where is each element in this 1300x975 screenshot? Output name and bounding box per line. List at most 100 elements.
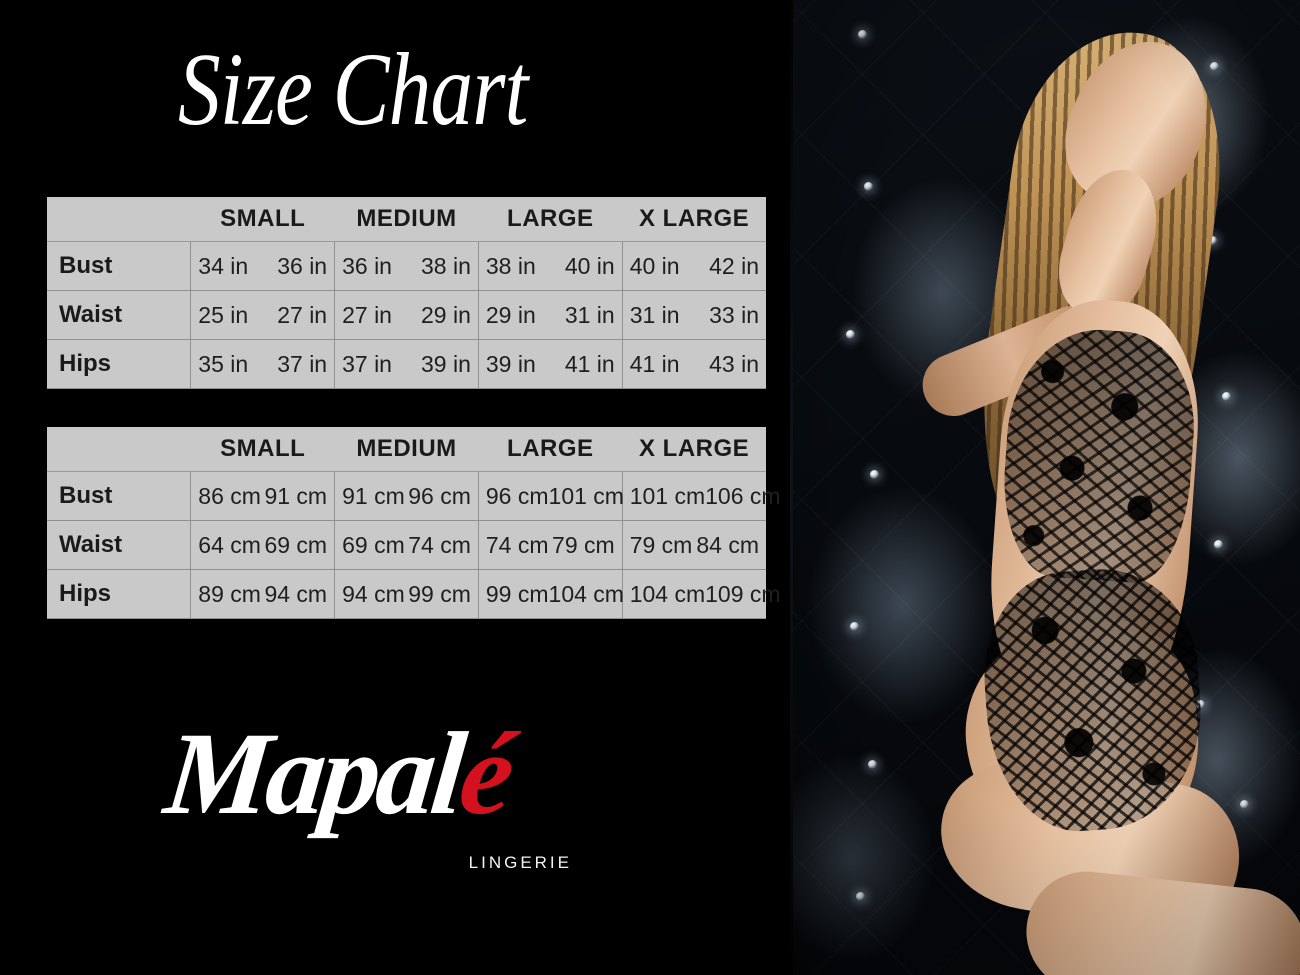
brand-tagline: LINGERIE: [468, 853, 572, 872]
value-max: 40 in: [564, 252, 615, 279]
info-panel: Size Chart SMALL MEDIUM LARGE X LARGE Bu…: [47, 32, 781, 872]
table-header-row: SMALL MEDIUM LARGE X LARGE: [47, 427, 766, 472]
cell-bust-small: 34 in 36 in: [190, 241, 336, 291]
cell-hips-small: 89 cm 94 cm: [190, 569, 336, 619]
value-max: 104 cm: [548, 580, 624, 607]
value-max: 69 cm: [264, 531, 328, 558]
value-max: 33 in: [709, 301, 759, 328]
column-header-medium: MEDIUM: [334, 427, 479, 472]
cell-bust-xlarge: 40 in 42 in: [621, 241, 766, 291]
value-min: 31 in: [629, 301, 680, 328]
value-min: 64 cm: [198, 531, 261, 558]
row-label-hips: Hips: [47, 569, 192, 619]
row-label-hips: Hips: [47, 339, 192, 389]
cell-hips-medium: 94 cm 99 cm: [334, 569, 479, 619]
value-min: 101 cm: [629, 482, 706, 509]
value-min: 86 cm: [198, 482, 261, 509]
value-max: 99 cm: [408, 580, 471, 607]
column-header-medium: MEDIUM: [334, 197, 479, 242]
value-max: 31 in: [564, 301, 615, 328]
value-min: 96 cm: [485, 482, 549, 509]
cell-waist-small: 64 cm 69 cm: [190, 520, 336, 570]
value-max: 96 cm: [408, 482, 471, 509]
cell-hips-large: 39 in 41 in: [477, 339, 623, 389]
value-max: 101 cm: [548, 482, 624, 509]
value-max: 43 in: [709, 350, 759, 377]
size-table-inches-head: SMALL MEDIUM LARGE X LARGE: [47, 197, 766, 242]
column-header-xlarge: X LARGE: [622, 197, 766, 242]
value-max: 42 in: [709, 252, 759, 279]
cell-bust-xlarge: 101 cm 106 cm: [621, 471, 781, 521]
value-max: 74 cm: [408, 531, 471, 558]
cell-waist-xlarge: 31 in 33 in: [621, 290, 766, 340]
cell-hips-small: 35 in 37 in: [190, 339, 336, 389]
model-photo: [790, 0, 1300, 975]
table-row: Bust 34 in 36 in 36 in 38 in: [47, 241, 766, 291]
size-table-cm-body: Bust 86 cm 91 cm 91 cm 96 cm: [47, 471, 781, 619]
value-min: 99 cm: [485, 580, 549, 607]
value-min: 27 in: [342, 301, 392, 328]
value-min: 104 cm: [629, 580, 706, 607]
value-min: 37 in: [342, 350, 392, 377]
cell-waist-xlarge: 79 cm 84 cm: [621, 520, 766, 570]
cell-bust-large: 96 cm 101 cm: [477, 471, 624, 521]
value-min: 36 in: [342, 252, 392, 279]
size-table-centimeters: SMALL MEDIUM LARGE X LARGE Bust 86 cm 91…: [47, 427, 781, 619]
value-max: 106 cm: [705, 482, 781, 509]
table-row: Bust 86 cm 91 cm 91 cm 96 cm: [47, 471, 781, 521]
cell-hips-medium: 37 in 39 in: [334, 339, 479, 389]
table-row: Waist 25 in 27 in 27 in 29 in: [47, 290, 766, 340]
page-title: Size Chart: [178, 32, 528, 147]
value-max: 79 cm: [552, 531, 615, 558]
value-min: 69 cm: [342, 531, 405, 558]
value-min: 35 in: [198, 350, 249, 377]
value-max: 91 cm: [264, 482, 328, 509]
row-label-waist: Waist: [47, 520, 192, 570]
value-min: 89 cm: [198, 580, 261, 607]
value-max: 41 in: [564, 350, 615, 377]
value-min: 41 in: [629, 350, 680, 377]
model-figure: [790, 0, 1300, 975]
table-row: Waist 64 cm 69 cm 69 cm 74 cm: [47, 520, 766, 570]
size-table-inches: SMALL MEDIUM LARGE X LARGE Bust 34 in 36…: [47, 197, 766, 389]
column-header-xlarge: X LARGE: [622, 427, 766, 472]
cell-hips-large: 99 cm 104 cm: [477, 569, 624, 619]
row-label-bust: Bust: [47, 241, 192, 291]
value-max: 37 in: [277, 350, 328, 377]
cell-bust-medium: 36 in 38 in: [334, 241, 479, 291]
model-lower-leg: [1020, 865, 1300, 975]
value-min: 94 cm: [342, 580, 405, 607]
value-max: 36 in: [277, 252, 328, 279]
cell-hips-xlarge: 104 cm 109 cm: [621, 569, 781, 619]
value-max: 29 in: [421, 301, 471, 328]
value-max: 39 in: [421, 350, 471, 377]
table-header-row: SMALL MEDIUM LARGE X LARGE: [47, 197, 766, 242]
column-header-small: SMALL: [190, 197, 335, 242]
table-row: Hips 89 cm 94 cm 94 cm 99 cm: [47, 569, 781, 619]
cell-hips-xlarge: 41 in 43 in: [621, 339, 766, 389]
value-min: 38 in: [485, 252, 536, 279]
cell-waist-large: 29 in 31 in: [477, 290, 623, 340]
brand-wordmark: Mapalé: [159, 708, 516, 839]
size-table-cm-head: SMALL MEDIUM LARGE X LARGE: [47, 427, 766, 472]
value-min: 29 in: [485, 301, 536, 328]
cell-bust-medium: 91 cm 96 cm: [334, 471, 479, 521]
panel-seam: [790, 0, 793, 975]
cell-waist-medium: 27 in 29 in: [334, 290, 479, 340]
value-min: 91 cm: [342, 482, 405, 509]
column-header-large: LARGE: [478, 197, 623, 242]
column-header-small: SMALL: [190, 427, 335, 472]
header-corner: [47, 197, 191, 242]
cell-waist-small: 25 in 27 in: [190, 290, 336, 340]
value-max: 109 cm: [705, 580, 781, 607]
row-label-bust: Bust: [47, 471, 192, 521]
value-min: 25 in: [198, 301, 249, 328]
header-corner: [47, 427, 191, 472]
value-min: 79 cm: [629, 531, 693, 558]
row-label-waist: Waist: [47, 290, 192, 340]
cell-bust-small: 86 cm 91 cm: [190, 471, 336, 521]
value-min: 40 in: [629, 252, 680, 279]
cell-bust-large: 38 in 40 in: [477, 241, 623, 291]
cell-waist-large: 74 cm 79 cm: [477, 520, 623, 570]
